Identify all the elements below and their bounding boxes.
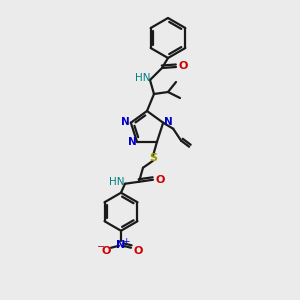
Text: N: N <box>164 117 172 127</box>
Text: S: S <box>149 153 157 163</box>
Text: O: O <box>178 61 188 71</box>
Text: +: + <box>122 237 130 246</box>
Text: O: O <box>133 246 143 256</box>
Text: N: N <box>116 240 126 250</box>
Text: O: O <box>155 175 165 185</box>
Text: O: O <box>101 246 111 256</box>
Text: HN: HN <box>135 73 151 83</box>
Text: N: N <box>128 137 136 147</box>
Text: −: − <box>97 242 105 252</box>
Text: HN: HN <box>109 177 125 187</box>
Text: N: N <box>122 117 130 127</box>
